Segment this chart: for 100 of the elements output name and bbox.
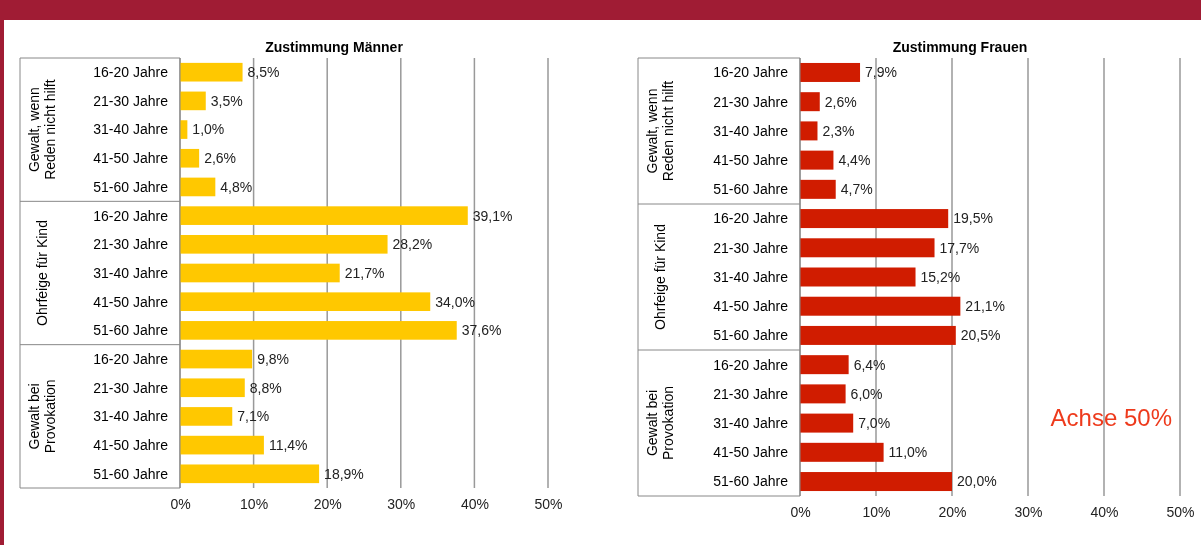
x-tick-label: 20% (938, 503, 967, 520)
data-label: 4,8% (220, 178, 253, 195)
data-label: 37,6% (461, 322, 502, 339)
data-label: 34,0% (435, 293, 475, 310)
text: Gewalt bei Provokation (644, 386, 676, 460)
data-label: 7,1% (237, 408, 270, 425)
x-tick-label: 50% (534, 495, 563, 512)
data-label: 11,4% (268, 437, 308, 454)
y-tick-label: 21-30 Jahre (93, 379, 169, 396)
data-label: 7,9% (865, 64, 897, 81)
data-label: 11,0% (888, 444, 928, 461)
bar (800, 472, 952, 492)
bar (180, 148, 200, 168)
y-tick-label: 31-40 Jahre (93, 408, 169, 425)
bar (180, 206, 468, 225)
y-tick-label: 41-50 Jahre (93, 437, 169, 454)
data-label: 4,4% (838, 152, 871, 169)
data-label: 7,0% (858, 415, 891, 431)
bar (800, 62, 861, 82)
data-label: 2,6% (824, 93, 857, 110)
text: Gewalt, wenn Reden nicht hilft (644, 80, 676, 182)
bar (800, 238, 935, 258)
data-label: 21,7% (344, 264, 385, 281)
data-label: 17,7% (939, 239, 980, 256)
data-label: 4,7% (840, 181, 873, 198)
y-tick-label: 31-40 Jahre (713, 122, 789, 139)
data-label: 9,8% (257, 350, 290, 367)
y-tick-label: 31-40 Jahre (713, 415, 789, 431)
data-label: 19,5% (953, 210, 993, 227)
y-tick-label: 51-60 Jahre (713, 181, 789, 198)
data-label: 2,3% (822, 122, 855, 139)
data-label: 8,5% (247, 64, 280, 81)
y-tick-label: 51-60 Jahre (713, 327, 789, 344)
bar (800, 325, 956, 345)
bar (180, 321, 457, 340)
y-tick-label: 16-20 Jahre (713, 356, 789, 373)
bar (800, 92, 820, 112)
data-label: 21,1% (965, 298, 1006, 315)
data-label: 3,5% (210, 92, 243, 109)
data-label: 6,4% (853, 356, 886, 373)
y-tick-label: 31-40 Jahre (93, 264, 169, 281)
x-tick-label: 30% (1014, 503, 1043, 520)
y-tick-label: 16-20 Jahre (713, 64, 789, 81)
bar (180, 263, 340, 283)
data-label: 39,1% (472, 207, 513, 224)
bar (180, 234, 388, 254)
y-tick-label: 51-60 Jahre (93, 322, 169, 339)
data-label: 20,5% (960, 327, 1001, 344)
bar (180, 378, 245, 398)
bar (800, 296, 961, 316)
bar (800, 267, 916, 287)
bar (800, 209, 949, 229)
x-tick-label: 40% (460, 495, 489, 512)
data-label: 2,6% (204, 150, 237, 167)
bar (180, 177, 216, 197)
y-tick-label: 21-30 Jahre (713, 239, 789, 256)
y-tick-label: 51-60 Jahre (713, 473, 789, 490)
y-tick-label: 51-60 Jahre (93, 178, 169, 195)
y-tick-label: 21-30 Jahre (93, 92, 169, 109)
x-tick-label: 20% (313, 495, 342, 512)
x-tick-label: 40% (1090, 503, 1119, 520)
bar (800, 442, 884, 462)
data-label: 6,0% (850, 385, 883, 402)
y-tick-label: 41-50 Jahre (713, 444, 789, 461)
data-label: 28,2% (392, 236, 433, 253)
y-tick-label: 41-50 Jahre (93, 150, 169, 167)
y-tick-label: 16-20 Jahre (713, 210, 789, 227)
y-tick-label: 16-20 Jahre (93, 350, 169, 367)
y-tick-label: 16-20 Jahre (93, 207, 169, 224)
y-tick-label: 31-40 Jahre (93, 121, 169, 138)
y-tick-label: 41-50 Jahre (713, 152, 789, 169)
data-label: 1,0% (192, 121, 225, 138)
bar (180, 292, 431, 312)
chart-title: Zustimmung Männer (265, 39, 404, 55)
text: Gewalt bei Provokation (26, 379, 58, 454)
y-tick-label: 31-40 Jahre (713, 268, 789, 285)
bar (800, 121, 818, 141)
x-tick-label: 50% (1166, 503, 1195, 520)
y-tick-label: 51-60 Jahre (93, 465, 169, 482)
text: Ohrfeige für Kind (34, 220, 50, 326)
bar (800, 413, 854, 433)
y-tick-label: 41-50 Jahre (93, 293, 169, 310)
x-tick-label: 0% (790, 503, 811, 520)
x-tick-label: 10% (862, 503, 891, 520)
y-tick-label: 21-30 Jahre (713, 93, 789, 110)
y-tick-label: 21-30 Jahre (713, 385, 789, 402)
bar (800, 179, 836, 199)
x-tick-label: 0% (170, 495, 191, 512)
bar (180, 62, 243, 82)
bar (800, 355, 849, 375)
bar (800, 384, 846, 404)
annotation: Achse 50% (1050, 403, 1172, 431)
data-label: 20,0% (957, 473, 997, 490)
bar (800, 150, 834, 170)
bar (180, 464, 320, 484)
x-tick-label: 30% (387, 495, 416, 512)
y-tick-label: 41-50 Jahre (713, 298, 789, 315)
bar (180, 91, 206, 111)
bar (180, 407, 233, 426)
y-tick-label: 21-30 Jahre (93, 236, 169, 253)
